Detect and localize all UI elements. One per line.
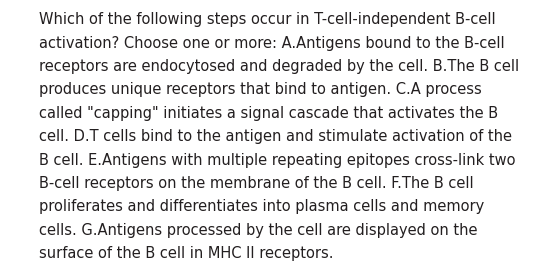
Text: B-cell receptors on the membrane of the B cell. F.The B cell: B-cell receptors on the membrane of the …	[39, 176, 474, 191]
Text: receptors are endocytosed and degraded by the cell. B.The B cell: receptors are endocytosed and degraded b…	[39, 59, 519, 74]
Text: cells. G.Antigens processed by the cell are displayed on the: cells. G.Antigens processed by the cell …	[39, 223, 478, 238]
Text: produces unique receptors that bind to antigen. C.A process: produces unique receptors that bind to a…	[39, 82, 482, 97]
Text: surface of the B cell in MHC II receptors.: surface of the B cell in MHC II receptor…	[39, 246, 334, 261]
Text: activation? Choose one or more: A.Antigens bound to the B-cell: activation? Choose one or more: A.Antige…	[39, 36, 504, 51]
Text: called "capping" initiates a signal cascade that activates the B: called "capping" initiates a signal casc…	[39, 106, 498, 121]
Text: Which of the following steps occur in T-cell-independent B-cell: Which of the following steps occur in T-…	[39, 12, 496, 27]
Text: proliferates and differentiates into plasma cells and memory: proliferates and differentiates into pla…	[39, 199, 484, 214]
Text: cell. D.T cells bind to the antigen and stimulate activation of the: cell. D.T cells bind to the antigen and …	[39, 129, 512, 144]
Text: B cell. E.Antigens with multiple repeating epitopes cross-link two: B cell. E.Antigens with multiple repeati…	[39, 153, 516, 168]
